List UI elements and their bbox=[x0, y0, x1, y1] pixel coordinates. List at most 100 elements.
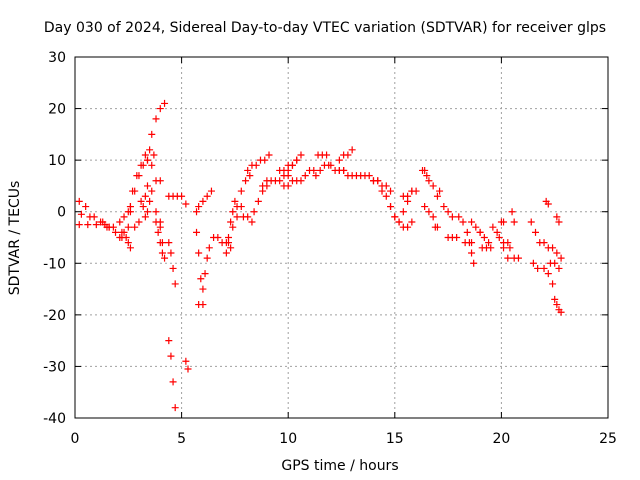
series-segment bbox=[225, 203, 245, 247]
data-point bbox=[244, 213, 252, 221]
data-point bbox=[171, 280, 179, 288]
data-point bbox=[382, 192, 390, 200]
data-point bbox=[137, 161, 145, 169]
data-point bbox=[229, 208, 237, 216]
data-point bbox=[141, 151, 149, 159]
data-point bbox=[495, 234, 503, 241]
data-point bbox=[276, 177, 284, 185]
data-point bbox=[440, 203, 448, 211]
data-point bbox=[265, 151, 273, 159]
data-point bbox=[252, 161, 260, 169]
data-point bbox=[500, 244, 508, 252]
data-point bbox=[301, 172, 309, 180]
data-point bbox=[133, 172, 141, 180]
data-point bbox=[433, 192, 441, 200]
series-segment bbox=[284, 151, 305, 174]
data-point bbox=[433, 223, 441, 231]
data-point bbox=[248, 218, 256, 226]
data-point bbox=[459, 218, 467, 226]
data-point bbox=[199, 285, 207, 293]
series-segment bbox=[489, 223, 501, 236]
data-point bbox=[146, 146, 154, 154]
data-point bbox=[167, 249, 175, 257]
data-point bbox=[150, 151, 158, 159]
data-point bbox=[284, 182, 292, 190]
data-point bbox=[540, 239, 548, 247]
data-point bbox=[544, 200, 552, 208]
data-point bbox=[555, 264, 563, 272]
data-point bbox=[549, 244, 557, 252]
data-point bbox=[288, 161, 296, 169]
data-point bbox=[297, 177, 305, 185]
data-point bbox=[126, 244, 134, 252]
data-point bbox=[124, 239, 132, 247]
data-point bbox=[161, 254, 169, 262]
series-segment bbox=[419, 166, 437, 190]
data-point bbox=[77, 210, 85, 218]
data-point bbox=[480, 234, 488, 241]
data-point bbox=[310, 166, 318, 174]
data-point bbox=[84, 221, 92, 229]
data-point bbox=[161, 99, 169, 107]
data-point bbox=[214, 234, 222, 241]
data-point bbox=[139, 203, 147, 211]
data-point bbox=[92, 221, 100, 229]
data-point bbox=[408, 218, 416, 226]
series-segment bbox=[165, 239, 179, 288]
data-point bbox=[141, 192, 149, 200]
data-point bbox=[237, 187, 245, 195]
data-point bbox=[476, 228, 484, 236]
data-point bbox=[195, 203, 203, 211]
series-segment bbox=[126, 146, 154, 211]
series-segment bbox=[529, 259, 542, 272]
x-tick-label: 0 bbox=[71, 431, 80, 447]
data-point bbox=[421, 166, 429, 174]
series-segment bbox=[478, 244, 495, 252]
y-tick-label: 10 bbox=[48, 153, 66, 169]
data-point bbox=[514, 254, 522, 262]
series-segment bbox=[551, 295, 565, 316]
data-point bbox=[553, 249, 561, 257]
series-segment bbox=[233, 172, 254, 211]
data-point bbox=[222, 249, 230, 257]
x-tick-label: 10 bbox=[279, 431, 297, 447]
data-point bbox=[544, 270, 552, 278]
data-point bbox=[197, 275, 205, 283]
data-point bbox=[534, 264, 542, 272]
data-point bbox=[259, 182, 267, 190]
data-point bbox=[529, 259, 537, 267]
x-tick-label: 15 bbox=[386, 431, 404, 447]
data-point bbox=[156, 177, 164, 185]
data-point bbox=[429, 182, 437, 190]
data-point bbox=[423, 172, 431, 180]
series-segment bbox=[239, 213, 256, 226]
data-point bbox=[152, 208, 160, 216]
data-point bbox=[527, 218, 535, 226]
data-point bbox=[395, 218, 403, 226]
data-point bbox=[532, 228, 540, 236]
data-point bbox=[148, 130, 156, 138]
data-point bbox=[453, 234, 461, 241]
series-segment bbox=[165, 337, 179, 412]
series-segment bbox=[536, 239, 552, 252]
data-point bbox=[227, 218, 235, 226]
data-point bbox=[551, 259, 559, 267]
data-point bbox=[158, 239, 166, 247]
y-tick-label: 0 bbox=[57, 205, 66, 221]
data-point bbox=[297, 151, 305, 159]
series-segment bbox=[369, 177, 395, 195]
series-segment bbox=[461, 239, 476, 247]
series-segment bbox=[431, 223, 441, 231]
series-segment bbox=[152, 218, 166, 257]
series-segment bbox=[455, 213, 471, 236]
data-point bbox=[463, 228, 471, 236]
data-point bbox=[444, 208, 452, 216]
data-point bbox=[233, 213, 241, 221]
x-axis-label: GPS time / hours bbox=[281, 458, 398, 474]
data-point bbox=[143, 156, 151, 164]
data-point bbox=[129, 187, 137, 195]
data-point bbox=[348, 146, 356, 154]
series-segment bbox=[131, 151, 158, 231]
data-point bbox=[169, 378, 177, 386]
data-point bbox=[489, 223, 497, 231]
